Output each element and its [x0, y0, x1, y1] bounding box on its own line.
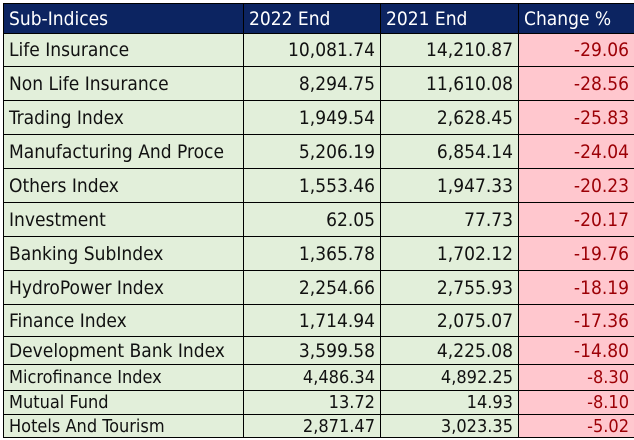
value-2022-end: 1,714.94 — [243, 304, 381, 337]
sub-index-name: Microfinance Index — [3, 364, 244, 391]
value-2021-end: 3,023.35 — [380, 414, 519, 438]
table-row: HydroPower Index 2,254.66 2,755.93 -18.19 — [3, 270, 634, 305]
value-2022-end: 4,486.34 — [243, 364, 381, 391]
value-2021-end: 1,702.12 — [380, 236, 519, 271]
value-2021-end: 14,210.87 — [380, 33, 519, 67]
table-row: Hotels And Tourism 2,871.47 3,023.35 -5.02 — [3, 414, 634, 438]
value-2021-end: 2,755.93 — [380, 270, 519, 305]
change-pct: -29.06 — [518, 33, 634, 67]
sub-index-name: Investment — [3, 202, 244, 237]
header-sub-indices: Sub-Indices — [3, 3, 244, 34]
value-2022-end: 2,871.47 — [243, 414, 381, 438]
value-2021-end: 2,628.45 — [380, 100, 519, 135]
header-2021-end: 2021 End — [380, 3, 519, 34]
value-2021-end: 6,854.14 — [380, 134, 519, 169]
value-2021-end: 14.93 — [380, 390, 519, 415]
sub-index-name: HydroPower Index — [3, 270, 244, 305]
change-pct: -19.76 — [518, 236, 634, 271]
change-pct: -14.80 — [518, 336, 634, 365]
sub-index-name: Mutual Fund — [3, 390, 244, 415]
sub-indices-table: Sub-Indices 2022 End 2021 End Change % L… — [3, 3, 634, 438]
sub-index-name: Finance Index — [3, 304, 244, 337]
sub-index-name: Trading Index — [3, 100, 244, 135]
table-row: Life Insurance 10,081.74 14,210.87 -29.06 — [3, 33, 634, 67]
value-2021-end: 4,225.08 — [380, 336, 519, 365]
change-pct: -18.19 — [518, 270, 634, 305]
value-2021-end: 2,075.07 — [380, 304, 519, 337]
table-row: Microfinance Index 4,486.34 4,892.25 -8.30 — [3, 364, 634, 391]
sub-index-name: Manufacturing And Proce — [3, 134, 244, 169]
change-pct: -20.17 — [518, 202, 634, 237]
value-2022-end: 2,254.66 — [243, 270, 381, 305]
header-row: Sub-Indices 2022 End 2021 End Change % — [3, 3, 634, 34]
value-2021-end: 11,610.08 — [380, 66, 519, 101]
sub-index-name: Banking SubIndex — [3, 236, 244, 271]
table-row: Mutual Fund 13.72 14.93 -8.10 — [3, 390, 634, 415]
value-2022-end: 5,206.19 — [243, 134, 381, 169]
table-row: Others Index 1,553.46 1,947.33 -20.23 — [3, 168, 634, 203]
value-2022-end: 3,599.58 — [243, 336, 381, 365]
sub-index-name: Others Index — [3, 168, 244, 203]
value-2022-end: 10,081.74 — [243, 33, 381, 67]
table-row: Manufacturing And Proce 5,206.19 6,854.14-… — [3, 134, 634, 169]
sub-index-name: Hotels And Tourism — [3, 414, 244, 438]
value-2022-end: 1,553.46 — [243, 168, 381, 203]
sub-index-name: Life Insurance — [3, 33, 244, 67]
change-pct: -28.56 — [518, 66, 634, 101]
value-2021-end: 1,947.33 — [380, 168, 519, 203]
change-pct: -17.36 — [518, 304, 634, 337]
change-pct: -5.02 — [518, 414, 634, 438]
change-pct: -24.04 — [518, 134, 634, 169]
table-row: Development Bank Index 3,599.58 4,225.08 -1… — [3, 336, 634, 365]
change-pct: -8.30 — [518, 364, 634, 391]
value-2022-end: 1,365.78 — [243, 236, 381, 271]
value-2022-end: 1,949.54 — [243, 100, 381, 135]
value-2022-end: 62.05 — [243, 202, 381, 237]
value-2021-end: 77.73 — [380, 202, 519, 237]
table-row: Finance Index 1,714.94 2,075.07 -17.36 — [3, 304, 634, 337]
header-change-pct: Change % — [518, 3, 634, 34]
header-2022-end: 2022 End — [243, 3, 381, 34]
value-2021-end: 4,892.25 — [380, 364, 519, 391]
change-pct: -8.10 — [518, 390, 634, 415]
change-pct: -20.23 — [518, 168, 634, 203]
table-row: Non Life Insurance 8,294.75 11,610.08 -28.5… — [3, 66, 634, 101]
table-row: Trading Index 1,949.54 2,628.45 -25.83 — [3, 100, 634, 135]
sub-index-name: Development Bank Index — [3, 336, 244, 365]
change-pct: -25.83 — [518, 100, 634, 135]
value-2022-end: 8,294.75 — [243, 66, 381, 101]
sub-index-name: Non Life Insurance — [3, 66, 244, 101]
table-row: Investment 62.05 77.73 -20.17 — [3, 202, 634, 237]
table-row: Banking SubIndex 1,365.78 1,702.12 -19.76 — [3, 236, 634, 271]
value-2022-end: 13.72 — [243, 390, 381, 415]
